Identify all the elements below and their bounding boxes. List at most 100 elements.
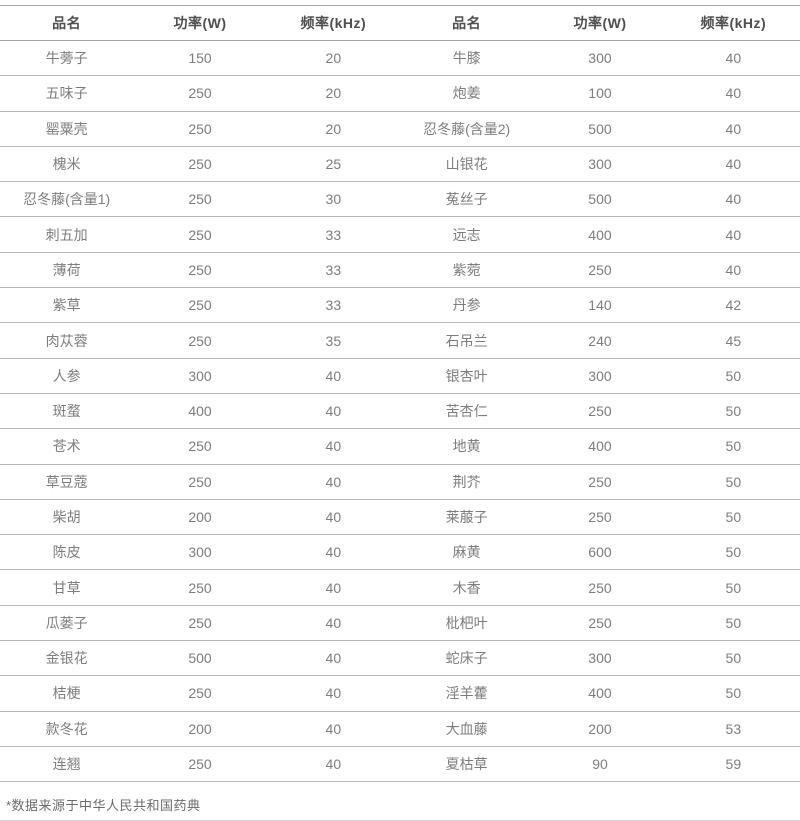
power-cell-right: 100 [533, 75, 667, 112]
header-power-left: 功率(W) [133, 5, 267, 41]
herb-name-cell-left: 瓜蒌子 [0, 605, 134, 642]
herb-name-cell-right: 夏枯草 [399, 746, 534, 783]
power-cell-left: 250 [133, 464, 267, 500]
herb-name-cell-right: 远志 [399, 216, 534, 253]
frequency-cell-right: 40 [666, 181, 800, 218]
header-frequency-right: 频率(kHz) [666, 5, 800, 41]
power-cell-right: 500 [533, 181, 667, 218]
power-cell-left: 500 [133, 640, 267, 677]
frequency-cell-left: 40 [266, 640, 400, 677]
data-source-note: *数据来源于中华人民共和国药典 [6, 798, 201, 814]
frequency-cell-right: 50 [666, 393, 800, 430]
herb-name-cell-left: 连翘 [0, 746, 134, 783]
herb-name-cell-right: 淫羊藿 [399, 675, 534, 712]
herb-name-cell-left: 甘草 [0, 569, 134, 606]
table-row: 金银花 500 40 蛇床子 300 50 [0, 640, 800, 677]
power-cell-left: 300 [133, 534, 267, 571]
herb-name-cell-right: 荆芥 [399, 464, 534, 500]
frequency-cell-right: 50 [666, 569, 800, 606]
power-cell-left: 200 [133, 711, 267, 747]
power-cell-left: 250 [133, 675, 267, 712]
frequency-cell-left: 40 [266, 569, 400, 606]
frequency-cell-left: 40 [266, 534, 400, 571]
table-row: 甘草 250 40 木香 250 50 [0, 569, 800, 606]
frequency-cell-left: 40 [266, 393, 400, 430]
table-row: 斑蝥 400 40 苦杏仁 250 50 [0, 393, 800, 430]
frequency-cell-left: 40 [266, 675, 400, 712]
herb-name-cell-left: 人参 [0, 358, 134, 394]
power-cell-left: 250 [133, 146, 267, 183]
herb-name-cell-left: 草豆蔻 [0, 464, 134, 500]
herb-name-cell-left: 槐米 [0, 146, 134, 183]
herb-name-cell-left: 斑蝥 [0, 393, 134, 430]
herb-name-cell-right: 麻黄 [399, 534, 534, 571]
herb-name-cell-right: 忍冬藤(含量2) [399, 111, 534, 147]
frequency-cell-left: 40 [266, 711, 400, 747]
herb-name-cell-right: 牛膝 [399, 40, 534, 77]
header-frequency-left: 频率(kHz) [266, 5, 400, 41]
frequency-cell-left: 20 [266, 111, 400, 147]
power-cell-right: 250 [533, 569, 667, 606]
power-cell-left: 250 [133, 287, 267, 324]
table-row: 桔梗 250 40 淫羊藿 400 50 [0, 675, 800, 712]
power-cell-right: 300 [533, 358, 667, 394]
power-cell-left: 400 [133, 393, 267, 430]
power-cell-right: 250 [533, 393, 667, 430]
table-row: 牛蒡子 150 20 牛膝 300 40 [0, 40, 800, 77]
frequency-cell-right: 40 [666, 111, 800, 147]
herb-name-cell-right: 枇杷叶 [399, 605, 534, 642]
frequency-cell-right: 50 [666, 358, 800, 394]
power-cell-right: 400 [533, 216, 667, 253]
power-cell-right: 250 [533, 464, 667, 500]
herb-name-cell-right: 木香 [399, 569, 534, 606]
frequency-cell-right: 40 [666, 75, 800, 112]
frequency-cell-left: 35 [266, 322, 400, 359]
frequency-cell-left: 40 [266, 499, 400, 536]
power-cell-right: 250 [533, 605, 667, 642]
table-row: 陈皮 300 40 麻黄 600 50 [0, 534, 800, 571]
herb-name-cell-right: 菟丝子 [399, 181, 534, 218]
table-row: 款冬花 200 40 大血藤 200 53 [0, 711, 800, 747]
frequency-cell-left: 20 [266, 75, 400, 112]
herb-name-cell-left: 紫草 [0, 287, 134, 324]
table-row: 槐米 250 25 山银花 300 40 [0, 146, 800, 183]
power-cell-right: 300 [533, 146, 667, 183]
table-row: 草豆蔻 250 40 荆芥 250 50 [0, 464, 800, 500]
power-cell-right: 250 [533, 252, 667, 289]
power-cell-left: 150 [133, 40, 267, 77]
power-cell-right: 300 [533, 640, 667, 677]
power-cell-left: 250 [133, 75, 267, 112]
frequency-cell-right: 50 [666, 534, 800, 571]
frequency-cell-right: 40 [666, 252, 800, 289]
table-row: 连翘 250 40 夏枯草 90 59 [0, 746, 800, 783]
table-row: 肉苁蓉 250 35 石吊兰 240 45 [0, 322, 800, 359]
frequency-cell-right: 40 [666, 216, 800, 253]
header-herb-name-right: 品名 [399, 5, 534, 41]
herb-name-cell-right: 紫菀 [399, 252, 534, 289]
frequency-cell-left: 20 [266, 40, 400, 77]
herb-name-cell-right: 山银花 [399, 146, 534, 183]
herb-name-cell-left: 桔梗 [0, 675, 134, 712]
power-cell-right: 400 [533, 428, 667, 465]
power-cell-right: 140 [533, 287, 667, 324]
power-cell-left: 250 [133, 746, 267, 783]
herb-name-cell-left: 薄荷 [0, 252, 134, 289]
herb-name-cell-left: 罂粟壳 [0, 111, 134, 147]
frequency-cell-right: 40 [666, 40, 800, 77]
herb-name-cell-left: 刺五加 [0, 216, 134, 253]
table-body: 牛蒡子 150 20 牛膝 300 40 五味子 250 20 炮姜 100 40 罂粟壳 250 20 忍冬… [0, 40, 800, 783]
frequency-cell-left: 40 [266, 428, 400, 465]
frequency-cell-right: 40 [666, 146, 800, 183]
herb-name-cell-right: 蛇床子 [399, 640, 534, 677]
herb-name-cell-left: 苍术 [0, 428, 134, 465]
power-cell-right: 600 [533, 534, 667, 571]
herb-name-cell-left: 肉苁蓉 [0, 322, 134, 359]
frequency-cell-left: 33 [266, 216, 400, 253]
frequency-cell-right: 45 [666, 322, 800, 359]
power-cell-left: 250 [133, 252, 267, 289]
herb-name-cell-right: 地黄 [399, 428, 534, 465]
herb-name-cell-right: 银杏叶 [399, 358, 534, 394]
power-cell-right: 90 [533, 746, 667, 783]
frequency-cell-right: 59 [666, 746, 800, 783]
frequency-cell-left: 25 [266, 146, 400, 183]
